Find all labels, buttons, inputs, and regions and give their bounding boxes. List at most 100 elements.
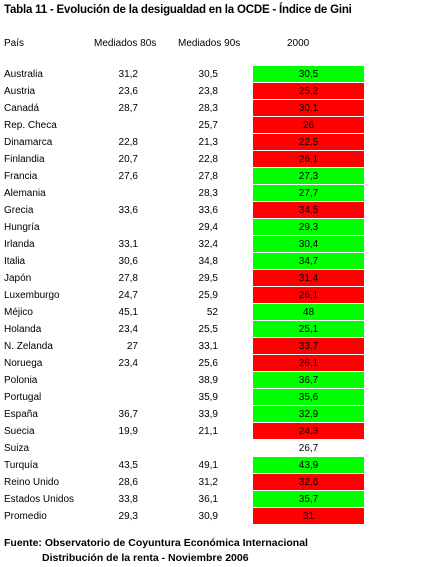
cell-pais: Hungría	[4, 222, 40, 233]
cell-mediados-80s: 27,8	[118, 273, 138, 284]
cell-mediados-90s: 27,8	[198, 171, 218, 182]
cell-mediados-80s: 33,1	[118, 239, 138, 250]
cell-mediados-80s: 23,6	[118, 86, 138, 97]
column-header-2000: 2000	[287, 38, 310, 49]
cell-mediados-90s: 29,4	[198, 222, 218, 233]
cell-mediados-90s: 33,9	[198, 409, 218, 420]
cell-2000: 35,7	[253, 491, 364, 508]
cell-mediados-90s: 25,5	[198, 324, 218, 335]
cell-pais: Suecia	[4, 426, 35, 437]
cell-2000: 48	[253, 304, 364, 321]
cell-mediados-80s: 23,4	[118, 358, 138, 369]
table-row: Suiza 26,7	[0, 440, 422, 457]
table-row: Alemania 28,3 27,7	[0, 185, 422, 202]
cell-2000: 25,1	[253, 321, 364, 338]
cell-mediados-90s: 34,8	[198, 256, 218, 267]
cell-pais: Dinamarca	[4, 137, 53, 148]
cell-2000: 33,7	[253, 338, 364, 355]
cell-mediados-80s: 31,2	[118, 69, 138, 80]
cell-2000: 30,4	[253, 236, 364, 253]
cell-2000: 35,6	[253, 389, 364, 406]
cell-pais: Australia	[4, 69, 43, 80]
table-row: Suecia 19,9 21,1 24,3	[0, 423, 422, 440]
source-line-2: Distribución de la renta - Noviembre 200…	[42, 552, 249, 564]
cell-2000: 43,9	[253, 457, 364, 474]
cell-2000: 27,7	[253, 185, 364, 202]
cell-mediados-80s: 23,4	[118, 324, 138, 335]
cell-pais: Irlanda	[4, 239, 35, 250]
cell-pais: Japón	[4, 273, 32, 284]
source-line-1: Fuente: Observatorio de Coyuntura Económ…	[4, 537, 308, 549]
table-row: Reino Unido 28,6 31,2 32,6	[0, 474, 422, 491]
cell-mediados-80s: 28,7	[118, 103, 138, 114]
cell-mediados-80s: 33,6	[118, 205, 138, 216]
column-header-mediados-90s: Mediados 90s	[178, 38, 241, 49]
table-row: España 36,7 33,9 32,9	[0, 406, 422, 423]
cell-pais: Grecia	[4, 205, 34, 216]
cell-pais: Holanda	[4, 324, 42, 335]
cell-mediados-90s: 38,9	[198, 375, 218, 386]
cell-pais: Méjico	[4, 307, 33, 318]
cell-2000: 32,6	[253, 474, 364, 491]
cell-mediados-90s: 22,8	[198, 154, 218, 165]
cell-2000: 31	[253, 508, 364, 525]
cell-mediados-90s: 31,2	[198, 477, 218, 488]
cell-2000: 26,1	[253, 287, 364, 304]
cell-mediados-80s: 19,9	[118, 426, 138, 437]
cell-mediados-90s: 30,5	[198, 69, 218, 80]
cell-pais: Reino Unido	[4, 477, 60, 488]
cell-mediados-90s: 36,1	[198, 494, 218, 505]
cell-pais: Suiza	[4, 443, 30, 454]
cell-2000: 22,5	[253, 134, 364, 151]
table-row: Japón 27,8 29,5 31,4	[0, 270, 422, 287]
cell-mediados-90s: 33,6	[198, 205, 218, 216]
cell-mediados-90s: 49,1	[198, 460, 218, 471]
cell-2000: 34,5	[253, 202, 364, 219]
cell-2000: 26,1	[253, 151, 364, 168]
table-row: Italia 30,6 34,8 34,7	[0, 253, 422, 270]
cell-mediados-90s: 25,9	[198, 290, 218, 301]
cell-pais: Noruega	[4, 358, 43, 369]
cell-pais: Italia	[4, 256, 26, 267]
table-row: Finlandia 20,7 22,8 26,1	[0, 151, 422, 168]
table-row: Canadá 28,7 28,3 30,1	[0, 100, 422, 117]
table-row: Dinamarca 22,8 21,3 22,5	[0, 134, 422, 151]
cell-mediados-80s: 29,3	[118, 511, 138, 522]
cell-2000: 25,2	[253, 83, 364, 100]
column-header-mediados-80s: Mediados 80s	[94, 38, 157, 49]
cell-pais: Canadá	[4, 103, 40, 114]
cell-2000: 31,4	[253, 270, 364, 287]
cell-pais: España	[4, 409, 38, 420]
cell-mediados-90s: 29,5	[198, 273, 218, 284]
cell-2000: 27,3	[253, 168, 364, 185]
table-row: Grecia 33,6 33,6 34,5	[0, 202, 422, 219]
cell-mediados-90s: 25,6	[198, 358, 218, 369]
table-header: País Mediados 80s Mediados 90s 2000	[0, 38, 422, 52]
cell-mediados-80s: 27	[126, 341, 138, 352]
source-note: Fuente: Observatorio de Coyuntura Económ…	[4, 536, 308, 566]
cell-pais: Turquía	[4, 460, 39, 471]
cell-pais: Portugal	[4, 392, 42, 403]
table-row: Méjico 45,1 52 48	[0, 304, 422, 321]
table-row: N. Zelanda 27 33,1 33,7	[0, 338, 422, 355]
cell-mediados-80s: 33,8	[118, 494, 138, 505]
cell-2000: 26,7	[253, 440, 364, 457]
table-row: Polonia 38,9 36,7	[0, 372, 422, 389]
cell-pais: Alemania	[4, 188, 46, 199]
cell-mediados-90s: 30,9	[198, 511, 218, 522]
cell-mediados-80s: 28,6	[118, 477, 138, 488]
cell-2000: 34,7	[253, 253, 364, 270]
cell-2000: 24,3	[253, 423, 364, 440]
cell-mediados-90s: 32,4	[198, 239, 218, 250]
cell-2000: 26	[253, 117, 364, 134]
table-row: Rep. Checa 25,7 26	[0, 117, 422, 134]
table-row: Noruega 23,4 25,6 26,1	[0, 355, 422, 372]
cell-2000: 26,1	[253, 355, 364, 372]
cell-mediados-80s: 45,1	[118, 307, 138, 318]
table-row: Australia 31,2 30,5 30,5	[0, 66, 422, 83]
cell-mediados-80s: 20,7	[118, 154, 138, 165]
cell-mediados-80s: 24,7	[118, 290, 138, 301]
table-row: Luxemburgo 24,7 25,9 26,1	[0, 287, 422, 304]
cell-2000: 36,7	[253, 372, 364, 389]
cell-pais: Estados Unidos	[4, 494, 75, 505]
